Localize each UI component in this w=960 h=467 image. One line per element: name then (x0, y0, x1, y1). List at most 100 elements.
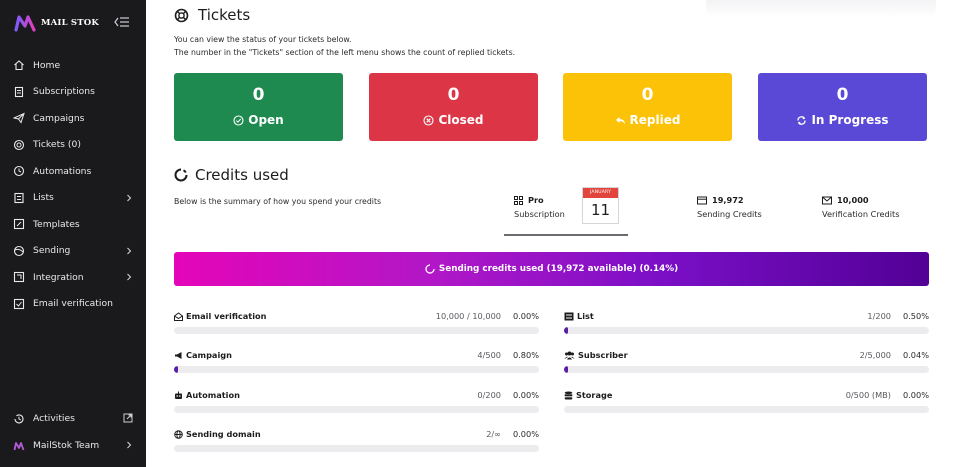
usage-percent: 0.00% (512, 311, 539, 321)
list-alt-icon (564, 312, 574, 320)
usage-list: List 1/200 0.50% (564, 310, 929, 334)
usage-subscriber: Subscriber 2/5,000 0.04% (564, 349, 929, 373)
usage-name: Email verification (186, 311, 267, 321)
usage-name: Storage (576, 390, 613, 400)
card-replied[interactable]: 0 Replied (563, 73, 732, 141)
usage-count: 2/5,000 (859, 350, 891, 360)
card-open[interactable]: 0 Open (174, 73, 343, 141)
card-label: Open (174, 113, 343, 127)
database-icon (564, 391, 573, 399)
megaphone-icon (175, 351, 182, 359)
ticket-count: 0 (836, 85, 849, 105)
sidebar-item-team[interactable]: MailStok Team (0, 432, 146, 459)
receipt-icon (14, 86, 24, 97)
usage-name: Subscriber (578, 350, 628, 360)
usage-progress-track (174, 445, 539, 452)
sending-credits-banner: Sending credits used (19,972 available) … (174, 252, 929, 286)
sidebar-item-tickets[interactable]: Tickets (0) (0, 132, 146, 159)
sidebar-nav: Home Subscriptions Campaigns Tickets (0)… (0, 52, 146, 317)
email-check-icon (13, 298, 25, 309)
sidebar-item-label: Home (33, 59, 61, 71)
sidebar-item-home[interactable]: Home (0, 52, 146, 79)
usage-progress-track (174, 366, 539, 373)
template-icon (13, 219, 25, 230)
card-label: Replied (563, 113, 732, 127)
ticket-count: 0 (641, 85, 654, 105)
main-content: Tickets You can view the status of your … (146, 0, 960, 467)
verification-credits-value: 10,000 (837, 195, 869, 205)
brand-name: MAIL STOK (41, 18, 99, 28)
usage-percent: 0.04% (902, 350, 929, 360)
ticket-count: 0 (252, 85, 265, 105)
usage-name: List (577, 311, 594, 321)
usage-percent: 0.00% (512, 390, 539, 400)
paper-plane-icon (13, 112, 25, 124)
sidebar-item-integration[interactable]: Integration (0, 264, 146, 291)
usage-percent: 0.00% (902, 390, 929, 400)
sidebar-item-label: MailStok Team (33, 440, 100, 451)
verification-credits-summary: 10,000 Verification Credits (822, 195, 900, 219)
usage-count: 2/∞ (486, 429, 501, 439)
header-shadow (706, 0, 936, 18)
brand-logo[interactable]: MAIL STOK (14, 14, 99, 32)
clock-icon (13, 166, 25, 177)
usage-progress-fill (174, 366, 179, 373)
check-circle-icon (233, 114, 244, 126)
sidebar-item-label: Lists (33, 192, 54, 204)
usage-name: Sending domain (186, 429, 261, 439)
chevron-right-icon (127, 273, 132, 281)
sidebar-item-templates[interactable]: Templates (0, 211, 146, 238)
card-label: Closed (369, 113, 538, 127)
sidebar-item-automations[interactable]: Automations (0, 158, 146, 185)
usage-progress-track (564, 406, 929, 413)
calendar-date: JANUARY 11 (582, 187, 619, 224)
globe-icon (174, 429, 183, 439)
plug-icon (13, 272, 25, 283)
home-icon (14, 60, 24, 71)
plan-label: Subscription (514, 209, 565, 219)
card-label-text: In Progress (811, 113, 889, 127)
usage-count: 4/500 (477, 350, 501, 360)
mailstok-logo-icon (14, 15, 36, 32)
usage-count: 10,000 / 10,000 (435, 311, 501, 321)
card-label-text: Replied (629, 113, 681, 127)
credits-desc: Below is the summary of how you spend yo… (174, 197, 382, 206)
sidebar: MAIL STOK Home Subscriptions Campaigns T… (0, 0, 146, 467)
circle-notch-icon (174, 168, 188, 182)
chevron-right-icon (127, 441, 132, 449)
refresh-icon (797, 115, 807, 125)
sidebar-item-lists[interactable]: Lists (0, 185, 146, 212)
sidebar-item-sending[interactable]: Sending (0, 238, 146, 265)
ticket-status-cards: 0 Open 0 Closed 0 Replied 0 In Prog (174, 73, 929, 141)
sidebar-item-subscriptions[interactable]: Subscriptions (0, 79, 146, 106)
usage-sending-domain: Sending domain 2/∞ 0.00% (174, 428, 539, 452)
sidebar-item-label: Activities (33, 413, 75, 424)
x-circle-icon (423, 114, 435, 126)
card-in-progress[interactable]: 0 In Progress (758, 73, 927, 141)
tickets-desc-2: The number in the "Tickets" section of t… (174, 48, 516, 57)
tickets-heading: Tickets (174, 6, 250, 24)
usage-count: 0/200 (477, 390, 501, 400)
usage-progress-fill (564, 327, 569, 334)
ticket-count: 0 (447, 85, 460, 105)
grid-icon (514, 195, 523, 205)
sidebar-item-label: Tickets (0) (33, 139, 81, 151)
calendar-day: 11 (590, 201, 611, 219)
sidebar-item-email-verification[interactable]: Email verification (0, 291, 146, 318)
credit-card-icon (697, 196, 707, 204)
sending-credits-value: 19,972 (712, 195, 744, 205)
sidebar-item-campaigns[interactable]: Campaigns (0, 105, 146, 132)
circle-notch-icon (425, 264, 435, 274)
card-closed[interactable]: 0 Closed (369, 73, 538, 141)
credits-heading: Credits used (174, 166, 289, 184)
card-label-text: Closed (438, 113, 484, 127)
usage-percent: 0.80% (512, 350, 539, 360)
page-title: Tickets (198, 6, 251, 24)
summary-underline (504, 234, 628, 236)
calendar-month: JANUARY (583, 188, 618, 198)
usage-progress-track (564, 366, 929, 373)
collapse-sidebar-icon[interactable] (114, 16, 130, 28)
sidebar-item-activities[interactable]: Activities (0, 405, 146, 432)
team-logo-icon (13, 441, 25, 450)
external-link-icon (123, 413, 133, 423)
